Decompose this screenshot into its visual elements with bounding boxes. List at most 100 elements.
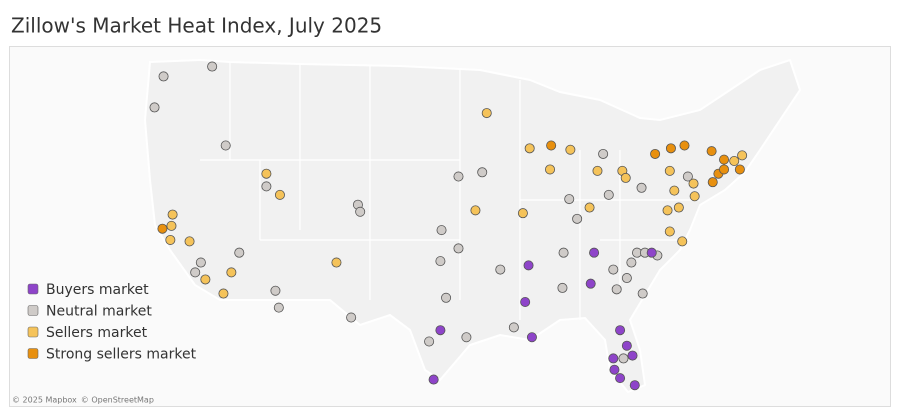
market-dot [589, 247, 600, 258]
legend-swatch [27, 283, 39, 295]
market-dot [218, 288, 229, 299]
market-dot [158, 71, 169, 82]
market-dot [184, 236, 195, 247]
market-dot [261, 168, 272, 179]
legend-label: Buyers market [46, 282, 149, 298]
legend: Buyers market Neutral market Sellers marke… [27, 282, 197, 363]
market-dot [637, 288, 648, 299]
market-dot [261, 181, 272, 192]
legend-label: Sellers market [46, 325, 148, 341]
market-dot [620, 172, 631, 183]
market-dot [546, 140, 557, 151]
market-dot [545, 164, 556, 175]
market-dot [664, 165, 675, 176]
attribution: © 2025 Mapbox [12, 396, 77, 405]
market-dot [608, 264, 619, 275]
market-dot [584, 202, 595, 213]
market-dot [441, 292, 452, 303]
market-dot [207, 61, 218, 72]
market-dot [355, 206, 366, 217]
market-dot [273, 302, 284, 313]
legend-label: Strong sellers market [46, 347, 197, 363]
legend-swatch [27, 305, 39, 316]
market-dot [636, 182, 647, 193]
market-dot [737, 150, 748, 161]
market-dot [495, 264, 506, 275]
title: Zillow's Market Heat Index, July 2025 [11, 14, 382, 38]
market-dot [226, 267, 237, 278]
market-dot [707, 177, 718, 188]
attribution: © OpenStreetMap [81, 396, 154, 405]
market-dot [621, 273, 632, 284]
market-dot [424, 336, 435, 347]
market-dot [611, 284, 622, 295]
market-dot [689, 191, 700, 202]
market-dot [167, 209, 178, 220]
market-dot [165, 234, 176, 245]
market-dot [646, 247, 657, 258]
market-dot [477, 167, 488, 178]
market-dot [627, 350, 638, 361]
market-dot [149, 102, 160, 113]
legend-swatch [27, 348, 39, 359]
market-dot [665, 143, 676, 154]
market-dot [346, 312, 357, 323]
market-dot [331, 257, 342, 268]
market-dot [453, 243, 464, 254]
market-dot [270, 285, 281, 296]
market-dot [234, 247, 245, 258]
market-dot [517, 208, 528, 219]
market-dot [677, 236, 688, 247]
market-dot [195, 257, 206, 268]
market-dot [615, 373, 626, 384]
market-dot [688, 178, 699, 189]
market-dot [435, 256, 446, 267]
market-dot [706, 146, 717, 157]
market-dot [523, 260, 534, 271]
market-dot [662, 205, 673, 216]
market-dot [585, 278, 596, 289]
market-dot [558, 247, 569, 258]
market-dot [629, 380, 640, 391]
market-dot [461, 332, 472, 343]
market-dot [734, 164, 745, 175]
market-dot [428, 374, 439, 385]
market-dot [621, 340, 632, 351]
market-dot [274, 189, 285, 200]
market-dot [598, 148, 609, 159]
market-dot [470, 205, 481, 216]
market-dot [166, 220, 177, 231]
market-dot [190, 267, 201, 278]
market-dot [719, 154, 730, 165]
market-dot [682, 171, 693, 182]
market-dot [608, 353, 619, 364]
market-dot [679, 140, 690, 151]
market-dot [157, 223, 168, 234]
market-dot [435, 325, 446, 336]
market-dot [669, 185, 680, 196]
legend-label: Neutral market [46, 304, 152, 320]
market-dot [564, 194, 575, 205]
market-dot [650, 148, 661, 159]
market-dot [615, 325, 626, 336]
market-dot [220, 140, 231, 151]
market-dot [592, 165, 603, 176]
market-dot [453, 171, 464, 182]
market-dot [729, 156, 740, 167]
market-dot [603, 189, 614, 200]
market-dot [664, 226, 675, 237]
market-dot [572, 213, 583, 224]
market-dot [719, 164, 730, 175]
market-dot [673, 202, 684, 213]
market-dot [609, 364, 620, 375]
land [143, 58, 802, 394]
market-dot [618, 353, 629, 364]
market-dot [508, 322, 519, 333]
market-dot [565, 144, 576, 155]
state-borders [200, 62, 700, 320]
market-dot [481, 108, 492, 119]
market-dot [526, 332, 537, 343]
market-dot [524, 143, 535, 154]
market-dot [436, 225, 447, 236]
